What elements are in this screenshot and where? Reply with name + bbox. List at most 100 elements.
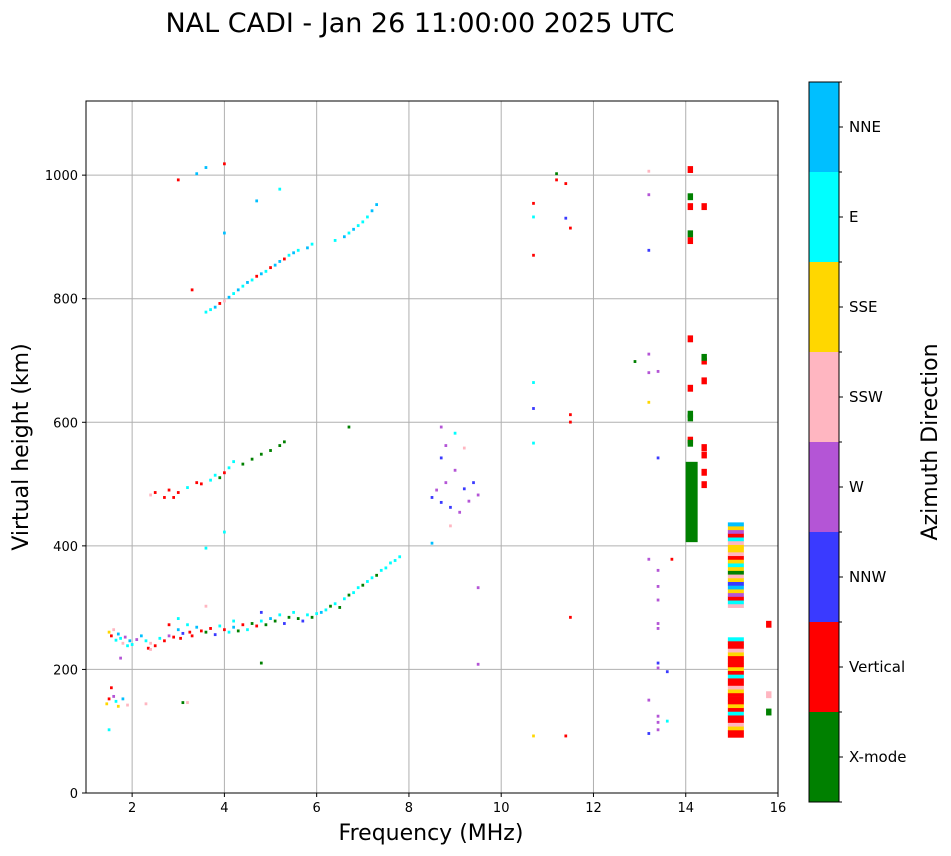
echo-cell xyxy=(283,440,286,444)
echo-cell xyxy=(287,615,291,619)
echo-cell xyxy=(647,248,651,252)
echo-cell xyxy=(259,452,263,456)
echo-cell xyxy=(296,248,300,252)
y-axis-label: Virtual height (km) xyxy=(9,343,34,550)
echo-cell xyxy=(112,694,116,698)
echo-cell xyxy=(656,627,660,630)
echo-cell xyxy=(227,466,231,470)
echo-cell xyxy=(647,698,651,702)
echo-cell xyxy=(333,239,337,242)
colorbar-tick-label: E xyxy=(849,208,858,226)
colorbar-tick-label: X-mode xyxy=(849,748,906,766)
echo-column-cell xyxy=(727,663,744,668)
echo-cell xyxy=(687,203,694,211)
echo-column-cell xyxy=(727,666,744,671)
echo-cell xyxy=(449,505,452,509)
echo-cell xyxy=(179,636,182,640)
colorbar-segment xyxy=(809,622,839,712)
echo-cell xyxy=(467,499,471,503)
x-tick-label: 2 xyxy=(128,801,136,816)
echo-cell xyxy=(444,481,448,485)
echo-cell xyxy=(223,628,226,632)
echo-cell xyxy=(296,617,300,620)
echo-cell xyxy=(107,697,111,701)
echo-cell xyxy=(665,670,669,674)
echo-cell xyxy=(195,172,199,176)
echo-cell xyxy=(458,510,462,514)
echo-cell xyxy=(232,625,235,629)
echo-cell xyxy=(209,308,212,312)
colorbar-tick-label: SSW xyxy=(849,388,883,406)
echo-cell xyxy=(188,630,192,634)
echo-cell xyxy=(532,407,535,410)
echo-cell xyxy=(656,568,660,572)
echo-cell xyxy=(255,624,259,628)
echo-cell xyxy=(114,699,118,703)
echo-cell xyxy=(356,224,360,228)
echo-cell xyxy=(246,628,249,632)
echo-cell xyxy=(656,622,660,625)
x-tick-label: 4 xyxy=(220,801,228,816)
echo-column-cell xyxy=(727,655,744,660)
echo-cell xyxy=(259,272,263,276)
echo-cell xyxy=(389,561,392,565)
colorbar-segment xyxy=(809,442,839,532)
echo-cell xyxy=(555,178,558,182)
echo-column-cell xyxy=(727,692,744,697)
echo-cell xyxy=(319,610,323,614)
colorbar-segment xyxy=(809,712,839,802)
echo-cell xyxy=(176,617,180,620)
echo-cell xyxy=(107,728,111,732)
echo-cell xyxy=(476,662,480,666)
y-tick-label: 600 xyxy=(53,416,78,431)
echo-column-cell xyxy=(727,711,744,716)
echo-cell xyxy=(223,162,226,166)
echo-column-cell xyxy=(727,603,744,608)
echo-cell xyxy=(342,597,346,601)
x-tick-label: 12 xyxy=(585,801,602,816)
echo-cell xyxy=(301,619,305,623)
echo-cell xyxy=(476,493,480,497)
echo-column-cell xyxy=(727,570,744,575)
echo-column-cell xyxy=(727,537,744,542)
colorbar-tick-label: NNE xyxy=(849,118,881,136)
echo-cell xyxy=(564,734,568,738)
echo-column-cell xyxy=(727,678,744,683)
echo-cell xyxy=(569,413,572,417)
echo-cell xyxy=(338,606,342,609)
echo-cell xyxy=(287,253,291,257)
echo-column-cell xyxy=(727,552,744,557)
echo-cell xyxy=(269,266,272,270)
x-tick-label: 16 xyxy=(770,801,787,816)
colorbar-segment xyxy=(809,532,839,622)
echo-cell xyxy=(250,457,254,461)
echo-cell xyxy=(462,487,466,491)
echo-cell xyxy=(128,639,132,643)
x-tick-label: 10 xyxy=(493,801,510,816)
echo-cell xyxy=(647,193,651,197)
echo-cell xyxy=(172,635,176,639)
echo-column-cell xyxy=(727,681,744,686)
echo-cell xyxy=(342,235,346,239)
echo-cell xyxy=(119,636,122,640)
echo-cell xyxy=(347,593,351,597)
x-axis-ticks: 2 4 6 8 10 12 14 16 xyxy=(128,793,786,816)
echo-cell xyxy=(687,230,694,238)
colorbar-tick-label: Vertical xyxy=(849,658,905,676)
echo-cell xyxy=(315,612,319,616)
echo-column-cell xyxy=(727,563,744,568)
echo-cell xyxy=(701,444,707,452)
echo-cell xyxy=(656,661,660,665)
echo-cell xyxy=(310,242,314,246)
plot-frame xyxy=(85,100,779,794)
echo-cell xyxy=(687,237,694,245)
echo-column-cell xyxy=(727,544,744,549)
echo-cell xyxy=(195,625,199,629)
echo-cell xyxy=(130,643,134,646)
y-axis-ticks: 0 200 400 600 800 1000 xyxy=(45,169,86,802)
colorbar-segment xyxy=(809,352,839,442)
echo-cell xyxy=(204,310,208,314)
echo-cell xyxy=(163,496,166,499)
echo-cell xyxy=(656,598,660,602)
